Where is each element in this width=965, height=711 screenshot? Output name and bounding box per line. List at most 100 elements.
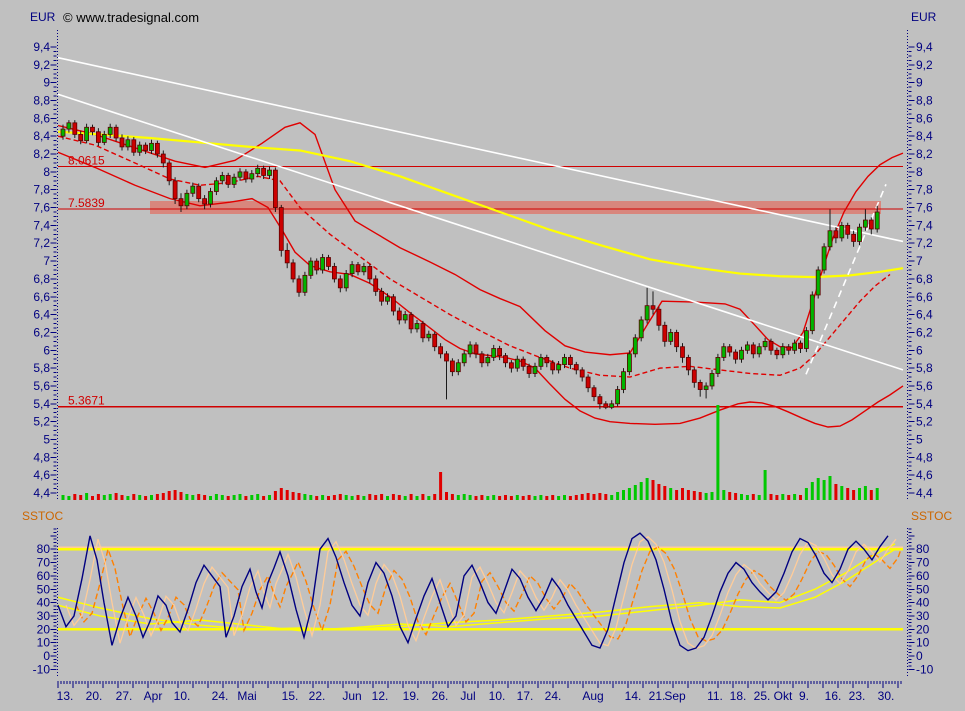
candle-body xyxy=(237,171,243,178)
volume-bar xyxy=(138,495,142,500)
candle-body xyxy=(550,362,556,371)
volume-bar xyxy=(728,492,732,500)
price-tick-label: 8,4 xyxy=(33,129,50,143)
candle-body xyxy=(621,371,626,390)
sstoc-right-label: SSTOC xyxy=(911,509,952,523)
candle-body xyxy=(231,176,237,185)
price-tick-label: 4,4 xyxy=(33,486,50,500)
volume-bar xyxy=(338,494,342,500)
candle-body xyxy=(326,257,331,267)
candle-body xyxy=(243,171,249,180)
candle-body xyxy=(857,226,862,242)
candle-body xyxy=(208,191,213,205)
volume-bar xyxy=(179,492,183,500)
volume-bar xyxy=(262,496,266,500)
price-tick-label: 8,6 xyxy=(916,111,933,125)
volume-bar xyxy=(279,488,283,500)
volume-bar xyxy=(616,492,620,500)
volume-bar xyxy=(374,495,378,500)
candle-body xyxy=(113,126,119,139)
price-tick-label: 6,6 xyxy=(33,290,50,304)
candle-body xyxy=(272,169,278,208)
volume-bar xyxy=(445,492,448,500)
candle-body xyxy=(650,305,656,310)
sstoc-tick-label: -10 xyxy=(916,662,934,676)
volume-bar xyxy=(751,494,755,500)
price-tick-label: 7 xyxy=(916,254,923,268)
candle-body xyxy=(290,262,296,280)
volume-bar xyxy=(545,496,549,500)
volume-bar xyxy=(716,405,720,500)
volume-bar xyxy=(504,495,507,500)
price-tick-label: 8,6 xyxy=(33,111,50,125)
volume-bar xyxy=(834,484,838,500)
price-tick-label: 7,4 xyxy=(916,218,933,232)
price-tick-label: 7 xyxy=(43,254,50,268)
volume-bar xyxy=(85,493,89,500)
volume-bar xyxy=(268,495,271,500)
date-label: 27. xyxy=(116,689,133,703)
price-tick-label: 6,4 xyxy=(916,308,933,322)
volume-bar xyxy=(828,476,832,500)
candle-body xyxy=(579,369,585,378)
candle-body xyxy=(632,337,638,355)
volume-bar xyxy=(250,495,254,500)
candle-body xyxy=(762,340,768,348)
sstoc-left-label: SSTOC xyxy=(22,509,63,523)
candle-body xyxy=(125,139,131,148)
candle-body xyxy=(715,357,721,374)
volume-bar xyxy=(492,495,496,500)
candle-body xyxy=(119,137,125,148)
candle-body xyxy=(774,349,780,356)
date-label: 12. xyxy=(372,689,389,703)
candle-body xyxy=(302,274,308,293)
sstoc-d-peach-line xyxy=(65,535,897,649)
volume-bar xyxy=(722,490,726,500)
volume-bar xyxy=(692,491,696,500)
candle-body xyxy=(349,264,355,274)
candlesticks xyxy=(60,120,880,410)
volume-bar xyxy=(775,495,779,500)
volume-bar xyxy=(368,494,372,500)
candle-body xyxy=(868,219,874,230)
date-label: 22. xyxy=(309,689,326,703)
price-tick-label: 9,4 xyxy=(33,40,50,54)
candle-body xyxy=(196,185,202,200)
volume-bar xyxy=(285,490,289,500)
volume-bar xyxy=(120,495,124,500)
price-tick-label: 5 xyxy=(43,432,50,446)
candle-body xyxy=(532,365,538,374)
candle-body xyxy=(556,364,561,371)
date-label: 18. xyxy=(730,689,747,703)
volume-bar xyxy=(67,496,71,500)
candle-body xyxy=(538,357,544,367)
candle-body xyxy=(284,249,290,264)
volume-bar xyxy=(291,492,295,500)
candle-body xyxy=(149,142,154,151)
candle-body xyxy=(426,333,432,339)
candle-body xyxy=(691,369,697,383)
price-tick-label: 6,2 xyxy=(33,325,50,339)
volume-bar xyxy=(563,495,566,500)
candle-body xyxy=(745,344,750,351)
trendlines xyxy=(57,56,904,375)
horizontal-levels: 8.0615 7.5839 5.3671 xyxy=(58,153,903,408)
candle-body xyxy=(432,333,438,348)
volume-bar xyxy=(433,494,437,500)
volume-bar xyxy=(456,495,460,500)
candle-body xyxy=(213,180,219,192)
candle-body xyxy=(331,266,337,280)
candle-body xyxy=(261,167,267,176)
candle-body xyxy=(686,357,691,371)
sstoc-tick-label: 40 xyxy=(916,596,930,610)
volume-bar xyxy=(203,495,207,500)
candle-body xyxy=(78,134,84,142)
candle-body xyxy=(603,403,609,408)
volume-bar xyxy=(350,496,354,500)
candle-body xyxy=(166,162,172,182)
price-tick-label: 9,4 xyxy=(916,40,933,54)
sstoc-tick-label: 70 xyxy=(916,556,930,570)
price-tick-label: 5 xyxy=(916,432,923,446)
